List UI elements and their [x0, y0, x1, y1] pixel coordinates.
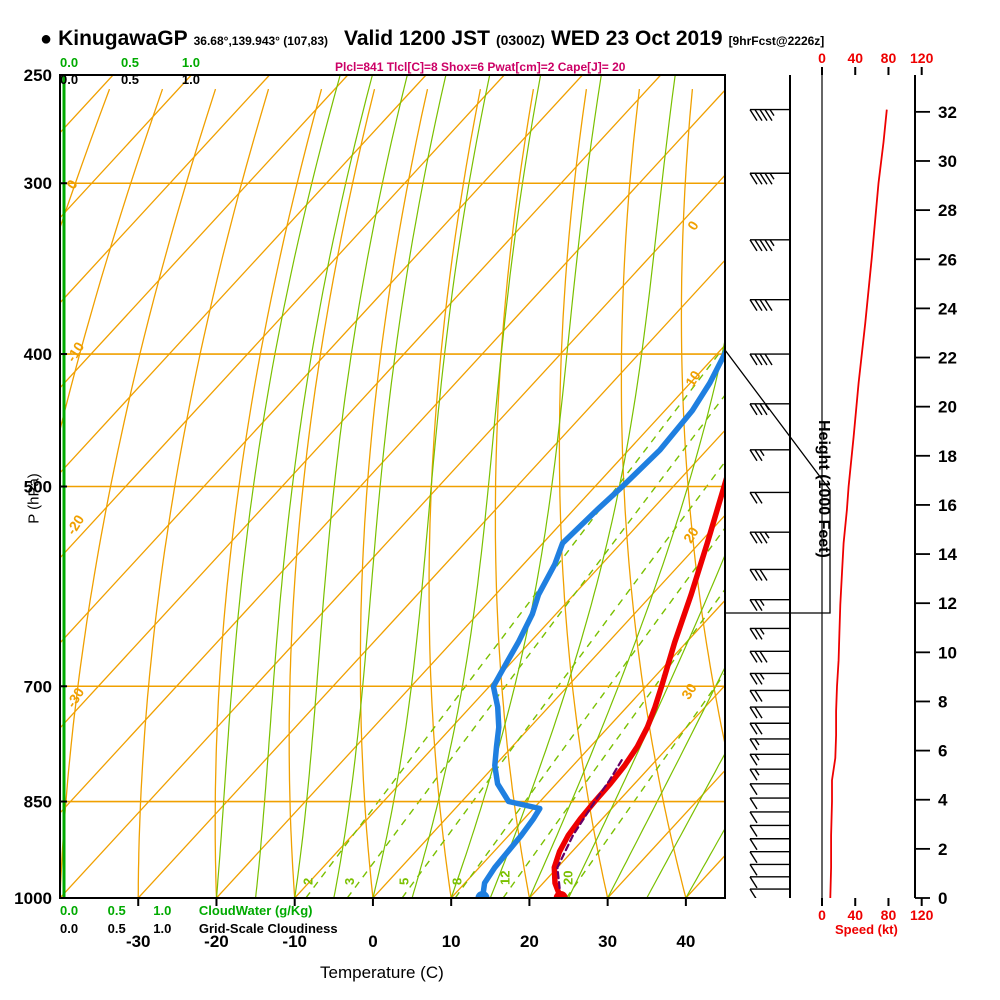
bottom-cloudiness-tick-0: 0.0: [60, 921, 79, 936]
svg-text:14: 14: [938, 545, 957, 564]
top-cloudiness-tick-1: 0.5: [120, 72, 140, 87]
svg-text:30: 30: [598, 932, 617, 951]
svg-text:4: 4: [938, 791, 948, 810]
top-cloudwater-tick-2: 1.0: [181, 55, 200, 70]
top-cloudwater-tick-0: 0.0: [60, 55, 79, 70]
station-coords: 36.68°,139.943° (107,83): [193, 34, 328, 48]
wind-barbs: [749, 108, 790, 898]
svg-text:24: 24: [938, 299, 957, 318]
svg-text:8: 8: [450, 878, 465, 885]
svg-text:18: 18: [938, 447, 957, 466]
svg-text:30: 30: [938, 152, 957, 171]
svg-text:850: 850: [24, 793, 52, 812]
valid-time-utc: (0300Z): [495, 32, 545, 48]
svg-text:0: 0: [368, 932, 377, 951]
bottom-cloudwater-tick-2: 1.0: [153, 903, 172, 918]
bottom-cloudiness-scale: 0.0 0.5 1.0 Grid-Scale Cloudiness: [60, 921, 338, 936]
sounding-parameters: Plcl=841 Tlcl[C]=8 Shox=6 Pwat[cm]=2 Cap…: [335, 60, 626, 74]
pressure-ticks: 250 300 400 500 700 850 1000: [14, 66, 67, 908]
svg-text:20: 20: [561, 871, 576, 885]
svg-text:26: 26: [938, 250, 957, 269]
svg-text:-20: -20: [204, 932, 229, 951]
temperature-axis-label: Temperature (C): [320, 963, 444, 982]
svg-text:0: 0: [818, 50, 826, 66]
svg-text:250: 250: [24, 66, 52, 85]
pressure-axis-label: P (hPa): [25, 473, 43, 524]
svg-text:10: 10: [442, 932, 461, 951]
speed-ticks: 0 0 40 40 80 80 120 120: [818, 50, 933, 923]
top-cloudiness-tick-0: 0.0: [60, 72, 79, 87]
svg-text:300: 300: [24, 174, 52, 193]
svg-text:2: 2: [938, 840, 947, 859]
svg-text:6: 6: [938, 742, 947, 761]
svg-text:120: 120: [910, 50, 934, 66]
svg-text:40: 40: [847, 50, 863, 66]
svg-text:120: 120: [910, 907, 934, 923]
station-bullet-icon: ●: [40, 28, 53, 50]
svg-text:80: 80: [881, 907, 897, 923]
height-axis-label: Height (1000 Feet): [815, 420, 832, 558]
svg-text:-30: -30: [126, 932, 151, 951]
svg-text:10: 10: [938, 643, 957, 662]
svg-text:3: 3: [342, 878, 357, 885]
svg-text:20: 20: [680, 524, 702, 546]
svg-text:40: 40: [676, 932, 695, 951]
bottom-cloudiness-tick-2: 1.0: [153, 921, 172, 936]
svg-text:700: 700: [24, 677, 52, 696]
temperature-ticks: -30 -20 -10 0 10 20 30 40: [126, 898, 695, 951]
svg-text:5: 5: [397, 878, 412, 885]
svg-text:20: 20: [938, 398, 957, 417]
svg-text:500: 500: [24, 478, 52, 497]
bottom-cloudwater-label: CloudWater (g/Kg): [198, 903, 313, 918]
bottom-cloudwater-scale: 0.0 0.5 1.0 CloudWater (g/Kg): [60, 903, 313, 918]
svg-text:28: 28: [938, 201, 957, 220]
svg-text:1000: 1000: [14, 889, 52, 908]
top-cloudiness-scale: 0.0 0.5 1.0: [60, 72, 200, 87]
svg-text:12: 12: [498, 871, 513, 885]
svg-text:32: 32: [938, 103, 957, 122]
top-cloudwater-tick-1: 0.5: [120, 55, 140, 70]
sounding-curves: [475, 346, 725, 898]
svg-text:12: 12: [938, 594, 957, 613]
speed-axis-label: Speed (kt): [835, 922, 898, 937]
wind-envelope-line: [724, 349, 831, 614]
bottom-cloudiness-tick-1: 0.5: [107, 921, 126, 936]
svg-text:16: 16: [938, 496, 957, 515]
svg-text:40: 40: [847, 907, 863, 923]
valid-time: Valid 1200 JST: [344, 27, 490, 50]
top-cloudiness-tick-2: 1.0: [181, 72, 200, 87]
svg-text:400: 400: [24, 345, 52, 364]
forecast-tag: [9hrFcst@2226z]: [728, 34, 825, 48]
bottom-cloudiness-label: Grid-Scale Cloudiness: [198, 921, 338, 936]
mixing-ratio-lines: [305, 344, 725, 898]
bottom-cloudwater-tick-1: 0.5: [107, 903, 126, 918]
svg-text:22: 22: [938, 349, 957, 368]
svg-text:20: 20: [520, 932, 539, 951]
bottom-cloudwater-tick-0: 0.0: [60, 903, 79, 918]
svg-text:-10: -10: [282, 932, 307, 951]
svg-text:10: 10: [682, 367, 704, 389]
svg-text:0: 0: [818, 907, 826, 923]
valid-date: WED 23 Oct 2019: [550, 27, 723, 50]
svg-text:8: 8: [938, 692, 947, 711]
speed-profile-curve: [829, 109, 888, 898]
station-name: KinugawaGP: [58, 27, 188, 50]
svg-text:2: 2: [301, 878, 316, 885]
svg-text:80: 80: [881, 50, 897, 66]
svg-text:30: 30: [678, 680, 700, 702]
top-cloudwater-scale: 0.0 0.5 1.0: [60, 55, 200, 70]
header-title-row: ● KinugawaGP 36.68°,139.943° (107,83) Va…: [40, 27, 824, 51]
mixing-ratio-labels: 2 3 5 8 12 20: [301, 871, 576, 885]
svg-text:0: 0: [938, 889, 947, 908]
